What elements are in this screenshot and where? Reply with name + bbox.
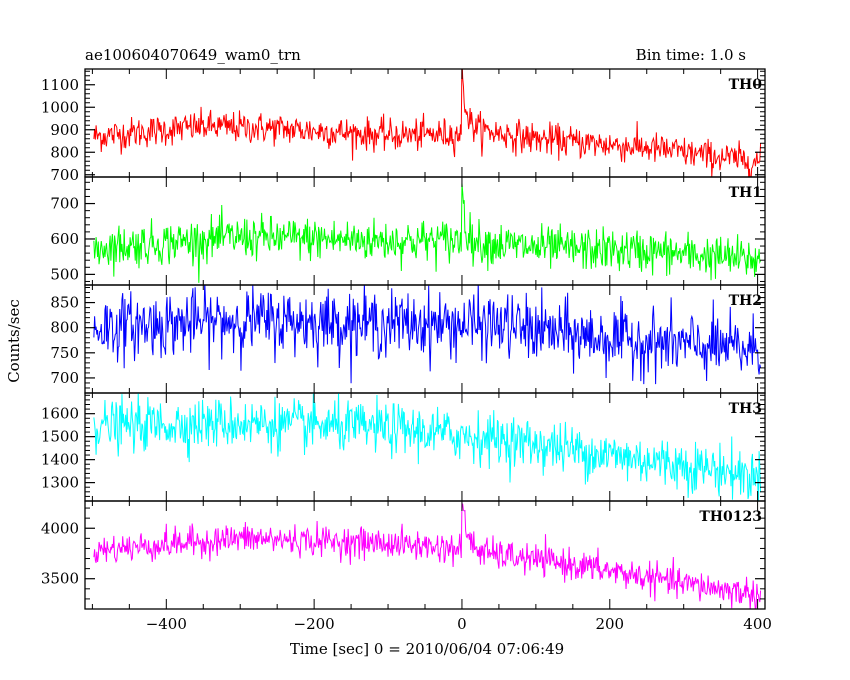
observation-title: ae100604070649_wam0_trn — [85, 46, 301, 64]
y-tick-label: 600 — [50, 230, 79, 248]
x-tick-label: −400 — [146, 615, 187, 633]
panel-stack: 700 800 900 1000 1100 TH0 500 600 700 TH1 700 750 80… — [41, 68, 772, 633]
y-tick-label: 3500 — [41, 570, 79, 588]
y-tick-label: 1500 — [41, 428, 79, 446]
y-tick-label: 1400 — [41, 451, 79, 469]
y-axis-label: Counts/sec — [5, 299, 23, 383]
y-tick-label: 4000 — [41, 519, 79, 537]
series-line-th0123 — [93, 502, 762, 609]
y-tick-label: 500 — [50, 265, 79, 283]
y-tick-label: 750 — [50, 344, 79, 362]
panel-label-th0123: TH0123 — [699, 509, 762, 525]
panel-label-th1: TH1 — [729, 185, 762, 201]
series-line-th1 — [93, 183, 762, 283]
y-tick-label: 1600 — [41, 405, 79, 423]
y-tick-label: 850 — [50, 294, 79, 312]
y-tick-label: 800 — [50, 143, 79, 161]
panel-label-th2: TH2 — [729, 293, 762, 309]
y-tick-label: 700 — [50, 369, 79, 387]
panel-th1: 500 600 700 TH1 — [50, 176, 766, 286]
series-line-th2 — [93, 285, 762, 385]
y-tick-label: 900 — [50, 121, 79, 139]
panel-frame — [84, 500, 766, 610]
panel-label-th3: TH3 — [729, 401, 762, 417]
x-tick-label: 400 — [743, 615, 772, 633]
y-tick-label: 800 — [50, 319, 79, 337]
x-tick-label: 200 — [595, 615, 624, 633]
y-tick-label: 1100 — [41, 76, 79, 94]
y-tick-label: 1300 — [41, 474, 79, 492]
y-tick-label: 700 — [50, 195, 79, 213]
series-line-th3 — [93, 393, 762, 501]
series-line-th0 — [93, 69, 762, 177]
y-tick-label: 700 — [50, 166, 79, 184]
x-tick-label: −200 — [294, 615, 335, 633]
panel-th0123: 3500 4000 TH0123 — [41, 500, 766, 610]
x-axis-label: Time [sec] 0 = 2010/06/04 07:06:49 — [290, 640, 564, 658]
panel-label-th0: TH0 — [729, 77, 763, 93]
panel-th2: 700 750 800 850 TH2 — [50, 284, 766, 394]
x-tick-label: 0 — [457, 615, 467, 633]
bin-time-label: Bin time: 1.0 s — [636, 46, 746, 64]
panel-th0: 700 800 900 1000 1100 TH0 — [41, 68, 766, 184]
y-tick-label: 1000 — [41, 98, 79, 116]
